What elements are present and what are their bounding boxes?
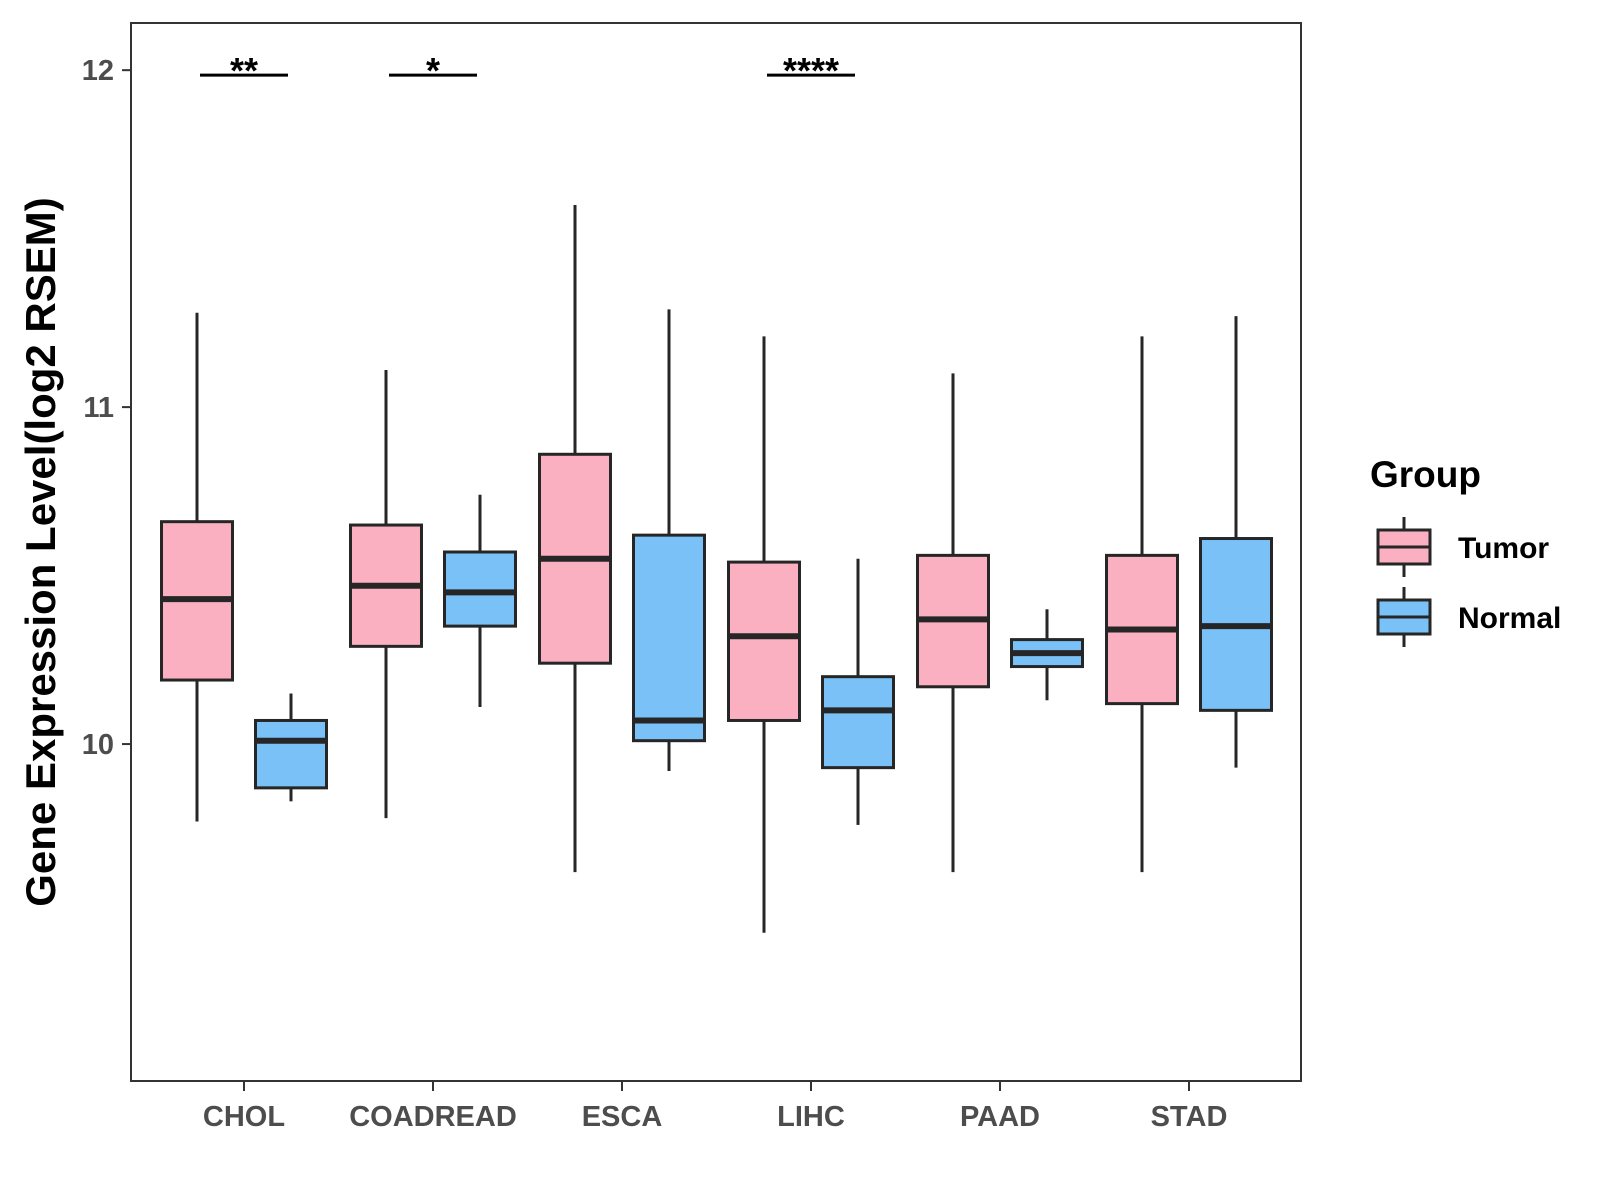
box-normal-coadread [443, 494, 517, 707]
box-body [821, 675, 895, 770]
legend-title: Group [1370, 454, 1481, 495]
box-body [727, 560, 801, 722]
y-axis-title: Gene Expression Level(log2 RSEM) [17, 197, 64, 907]
box-normal-chol [254, 693, 328, 802]
y-tick-label: 10 [82, 729, 114, 761]
legend-label: Normal [1458, 602, 1561, 635]
box-tumor-paad [916, 373, 990, 873]
box-normal-esca [632, 309, 706, 772]
x-tick-label-stad: STAD [1151, 1101, 1228, 1133]
box-tumor-chol [160, 312, 234, 822]
box-normal-lihc [821, 558, 895, 825]
x-tick-label-lihc: LIHC [777, 1101, 845, 1133]
x-axis: CHOL COADREAD ESCA LIHC PAAD STAD [203, 1081, 1227, 1133]
plot-panel [130, 22, 1302, 1082]
box-normal-paad [1010, 609, 1084, 701]
significance-label: ** [230, 50, 258, 91]
y-tick-label: 12 [82, 55, 114, 87]
box-tumor-stad [1105, 336, 1179, 873]
x-tick-label-esca: ESCA [582, 1101, 663, 1133]
box-body [443, 550, 517, 628]
box-body [254, 718, 328, 790]
legend: Group Tumor Normal [1370, 454, 1561, 647]
box-tumor-coadread [349, 370, 423, 819]
legend-item-tumor: Tumor [1376, 517, 1549, 577]
box-tumor-esca [538, 204, 612, 873]
significance-label: **** [783, 50, 839, 91]
y-axis: 10 11 12 [82, 55, 131, 761]
significance-label: * [426, 50, 440, 91]
legend-label: Tumor [1458, 532, 1549, 565]
boxes-layer [160, 204, 1273, 933]
box-tumor-lihc [727, 336, 801, 933]
box-normal-stad [1199, 316, 1273, 768]
legend-item-normal: Normal [1376, 587, 1561, 647]
significance-layer: ** * **** [200, 50, 855, 91]
x-tick-label-paad: PAAD [960, 1101, 1040, 1133]
box-body [632, 533, 706, 743]
x-tick-label-coadread: COADREAD [349, 1101, 517, 1133]
x-tick-label-chol: CHOL [203, 1101, 285, 1133]
y-tick-label: 11 [83, 392, 114, 424]
